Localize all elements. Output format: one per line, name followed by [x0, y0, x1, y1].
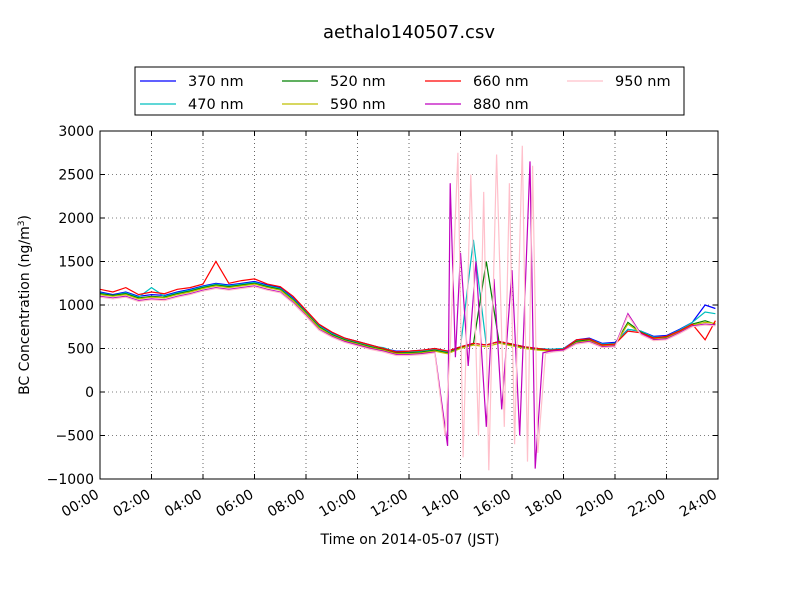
x-tick-label: 12:00	[368, 487, 411, 521]
axes: 00:00 02:00 04:00 06:00 08:00 10:00 12:00 14:00…	[47, 124, 720, 521]
y-axis-label-main: BC Concentration (ng/m	[17, 226, 33, 395]
y-tick-label: 2500	[58, 168, 94, 184]
y-tick-label: 2000	[58, 211, 94, 227]
y-tick-label: 1500	[58, 255, 94, 271]
y-tick-label: −1000	[47, 472, 94, 488]
legend-label: 660 nm	[473, 74, 529, 90]
y-axis-label: BC Concentration (ng/m3)	[17, 215, 33, 395]
chart-title: aethalo140507.csv	[323, 22, 495, 43]
series-line-520-nm	[100, 261, 716, 354]
series-line-880-nm	[100, 161, 716, 469]
x-tick-label: 14:00	[420, 487, 463, 521]
y-tick-label: 1000	[58, 298, 94, 314]
legend-label: 590 nm	[330, 97, 386, 113]
x-tick-label: 24:00	[677, 487, 720, 521]
legend-label: 520 nm	[330, 74, 386, 90]
x-tick-label: 10:00	[317, 487, 360, 521]
y-tick-label: −500	[56, 429, 94, 445]
x-tick-label: 22:00	[626, 487, 669, 521]
legend-frame	[134, 66, 685, 116]
series-line-950-nm	[100, 145, 716, 471]
series-line-660-nm	[100, 260, 716, 353]
x-axis-label: Time on 2014-05-07 (JST)	[320, 532, 500, 548]
y-tick-label: 500	[67, 342, 94, 358]
y-tick-label: 0	[85, 385, 94, 401]
legend-label: 950 nm	[615, 74, 671, 90]
x-tick-label: 08:00	[265, 487, 308, 521]
x-tick-label: 06:00	[214, 487, 257, 521]
y-tick-label: 3000	[58, 124, 94, 140]
y-axis-label-tail: )	[17, 215, 33, 220]
x-tick-label: 16:00	[471, 487, 514, 521]
x-tick-label: 00:00	[59, 487, 102, 521]
x-tick-label: 18:00	[523, 487, 566, 521]
legend-label: 880 nm	[473, 97, 529, 113]
legend: 370 nm 470 nm 520 nm 590 nm 660 nm 880 nm 950 …	[134, 66, 685, 116]
legend-label: 470 nm	[188, 97, 244, 113]
x-tick-label: 20:00	[574, 487, 617, 521]
grid	[99, 130, 719, 480]
x-tick-label: 04:00	[162, 487, 205, 521]
legend-label: 370 nm	[188, 74, 244, 90]
y-axis-label-sup: 3	[17, 221, 27, 227]
x-tick-label: 02:00	[111, 487, 154, 521]
series-lines	[100, 145, 716, 471]
